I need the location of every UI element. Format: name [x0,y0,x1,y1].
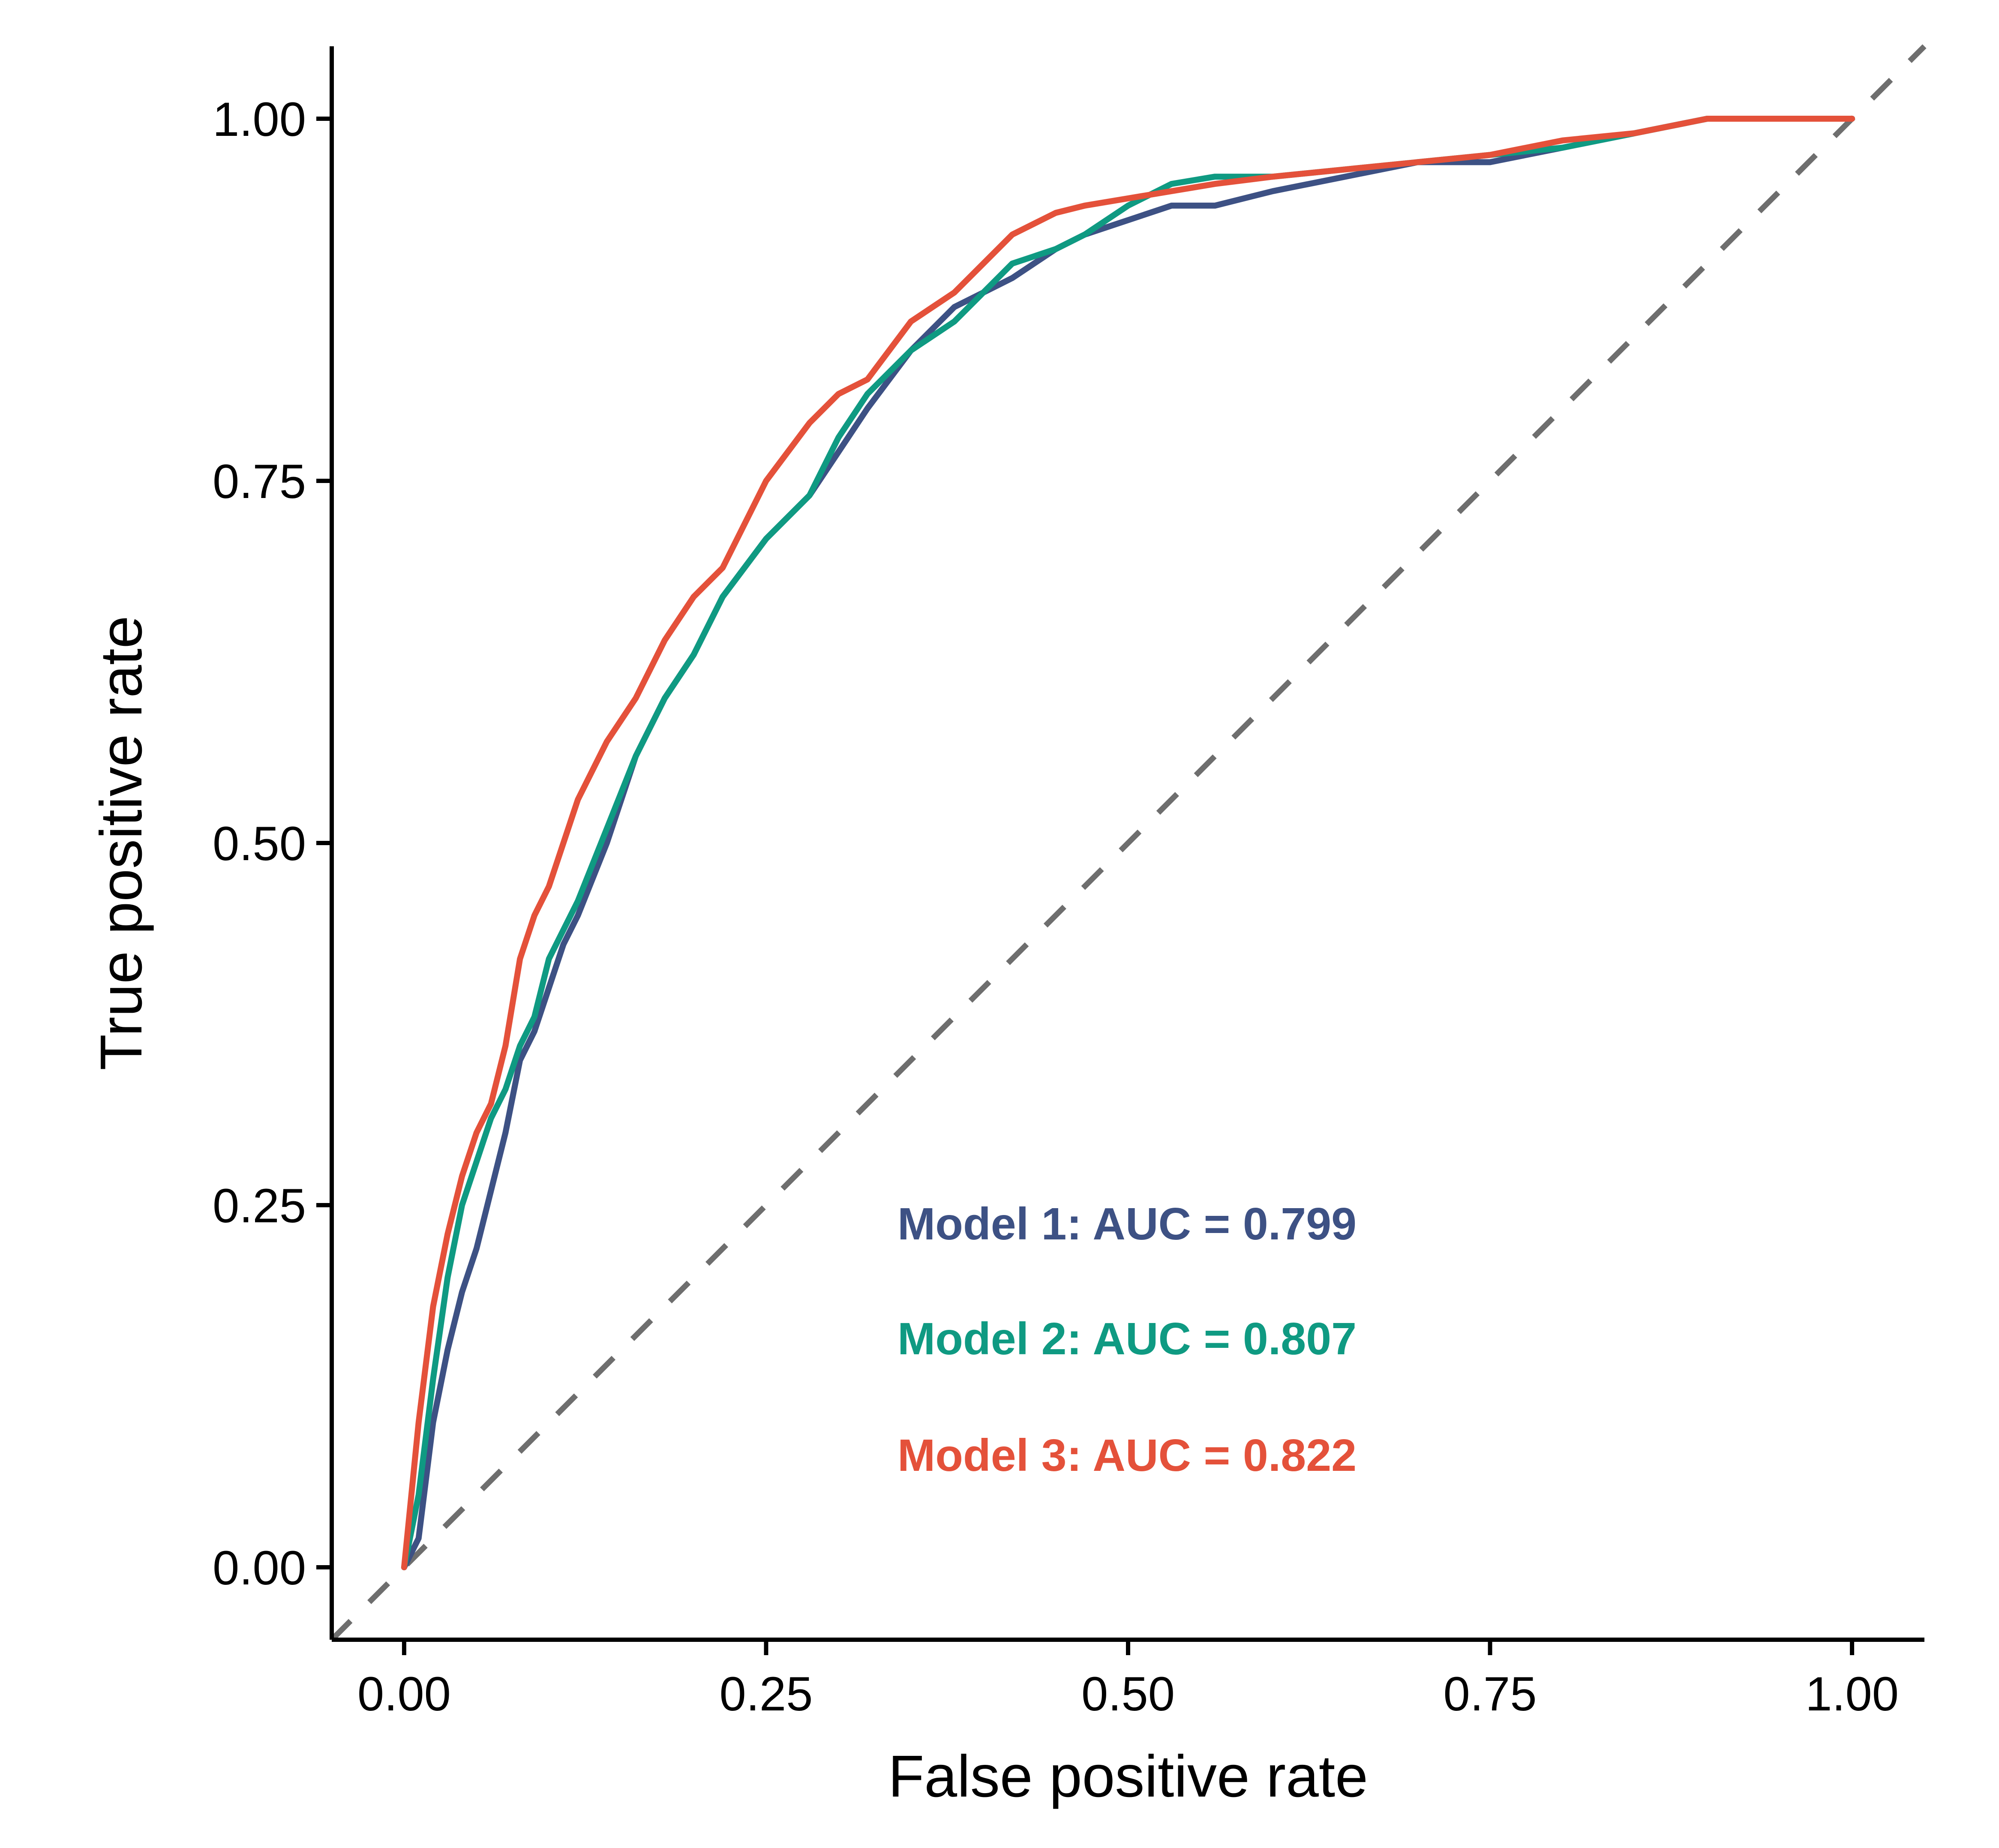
y-tick-label: 0.50 [213,817,306,870]
y-axis-title: True positive rate [88,615,154,1070]
y-tick-label: 0.25 [213,1179,306,1233]
reference-layer [330,44,1927,1642]
x-tick-label: 0.25 [719,1667,813,1721]
y-tick-label: 1.00 [213,93,306,146]
auc-label-model-3: Model 3: AUC = 0.822 [897,1430,1357,1481]
auc-label-model-2: Model 2: AUC = 0.807 [897,1314,1357,1364]
series-line-model-1 [401,116,1855,1570]
y-tick-label: 0.00 [213,1541,306,1595]
x-tick-label: 1.00 [1805,1667,1899,1721]
y-tick-label: 0.75 [213,455,306,508]
x-tick-label: 0.50 [1081,1667,1175,1721]
x-ticks: 0.00 0.25 0.50 0.75 1.00 [357,1640,1899,1721]
x-axis-title: False positive rate [888,1743,1368,1809]
x-tick-label: 0.00 [357,1667,451,1721]
x-tick-label: 0.75 [1444,1667,1537,1721]
auc-annotations: Model 1: AUC = 0.799 Model 2: AUC = 0.80… [897,1199,1357,1481]
y-ticks: 0.00 0.25 0.50 0.75 1.00 [213,93,332,1595]
series-layer [401,116,1855,1570]
series-line-model-3 [401,116,1855,1570]
reference-diagonal-line [330,44,1927,1642]
auc-label-model-1: Model 1: AUC = 0.799 [897,1199,1357,1249]
